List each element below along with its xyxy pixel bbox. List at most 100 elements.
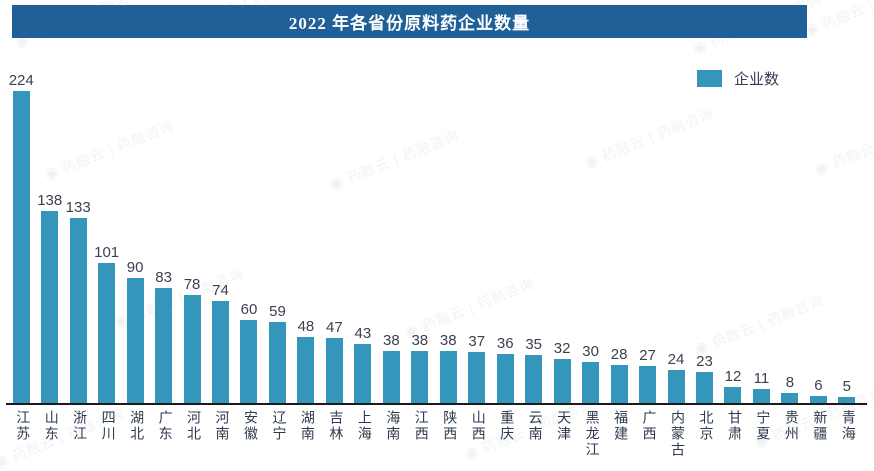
category-label: 上海 (355, 410, 371, 442)
category-label: 安徽 (241, 410, 257, 442)
category-label-cell: 新疆 (804, 410, 832, 458)
bar-column-甘肃: 12 (719, 369, 747, 404)
bar (781, 393, 799, 404)
bar-value-label: 133 (65, 199, 91, 216)
bar-value-label: 138 (37, 192, 63, 209)
category-label-cell: 河南 (206, 410, 234, 458)
category-label: 新疆 (811, 410, 827, 442)
bar-column-宁夏: 11 (747, 371, 775, 404)
category-label: 湖北 (128, 410, 144, 442)
bar-value-label: 36 (496, 335, 514, 352)
bar-column-浙江: 133 (64, 200, 92, 404)
category-label: 河南 (213, 410, 229, 442)
bar-column-云南: 35 (519, 337, 547, 404)
category-label-cell: 江苏 (7, 410, 35, 458)
bar (582, 362, 600, 404)
bar (610, 365, 628, 404)
bar-value-label: 5 (842, 378, 851, 395)
category-label: 陕西 (441, 410, 457, 442)
category-label: 甘肃 (725, 410, 741, 442)
bar-column-新疆: 6 (804, 378, 832, 404)
bar (98, 263, 116, 404)
bar (553, 359, 571, 404)
bar (12, 91, 30, 404)
bar-value-label: 60 (240, 301, 258, 318)
bar-value-label: 90 (126, 259, 144, 276)
bar (183, 295, 201, 404)
x-axis-line (6, 403, 867, 405)
category-label: 吉林 (327, 410, 343, 442)
category-label-cell: 辽宁 (263, 410, 291, 458)
category-label-cell: 广东 (149, 410, 177, 458)
category-label: 黑龙江 (583, 410, 599, 458)
category-label: 辽宁 (270, 410, 286, 442)
bar-column-青海: 5 (833, 379, 861, 404)
category-label: 北京 (697, 410, 713, 442)
category-label: 河北 (185, 410, 201, 442)
bar-value-label: 12 (724, 368, 742, 385)
bar (439, 351, 457, 404)
bar-value-label: 8 (785, 374, 795, 391)
bar (724, 387, 742, 404)
bar-value-label: 30 (582, 343, 599, 360)
bar-column-河南: 74 (206, 283, 234, 404)
bar (297, 337, 315, 404)
bar-column-江苏: 224 (7, 73, 35, 404)
bar-value-label: 24 (667, 351, 685, 368)
category-label: 广东 (156, 410, 172, 442)
bars-area: 224 138 133 101 90 83 78 74 60 59 48 47 43 38 38 38 37 36… (7, 60, 861, 404)
category-label: 贵州 (782, 410, 798, 442)
category-label: 内蒙古 (669, 410, 685, 458)
bar-column-江西: 38 (406, 333, 434, 404)
bar (240, 320, 258, 404)
bar-value-label: 59 (269, 303, 286, 320)
bar (838, 397, 856, 404)
bar-value-label: 38 (411, 332, 429, 349)
bar-value-label: 74 (212, 282, 229, 299)
bar-column-重庆: 36 (491, 336, 519, 404)
bar-column-广西: 27 (633, 348, 661, 404)
legend-label: 企业数 (734, 72, 780, 88)
bar-column-上海: 43 (349, 326, 377, 404)
bar-column-内蒙古: 24 (662, 352, 690, 404)
bar-column-黑龙江: 30 (576, 344, 604, 404)
bar-column-吉林: 47 (320, 320, 348, 404)
bar-column-湖南: 48 (292, 319, 320, 404)
category-label-cell: 浙江 (64, 410, 92, 458)
category-label-cell: 湖北 (121, 410, 149, 458)
bar-column-山东: 138 (35, 193, 63, 404)
category-label: 湖南 (298, 410, 314, 442)
bar-value-label: 6 (814, 377, 823, 394)
watermark: ◉药融云 | 药融咨询 (802, 0, 874, 41)
bar-column-河北: 78 (178, 277, 206, 404)
bar (809, 396, 827, 404)
category-label-cell: 宁夏 (747, 410, 775, 458)
category-label: 江苏 (14, 410, 30, 442)
legend: 企业数 (697, 68, 779, 89)
category-label: 天津 (555, 410, 571, 442)
bar (354, 344, 372, 404)
bar-value-label: 37 (468, 333, 486, 350)
category-label-cell: 甘肃 (719, 410, 747, 458)
bar-column-天津: 32 (548, 341, 576, 404)
chart-title-banner: 2022 年各省份原料药企业数量 (12, 5, 807, 38)
category-label-cell: 安徽 (235, 410, 263, 458)
bar-column-湖北: 90 (121, 260, 149, 404)
bar (496, 354, 514, 404)
category-label: 福建 (612, 410, 628, 442)
category-label-cell: 山西 (463, 410, 491, 458)
category-label: 江西 (412, 410, 428, 442)
bar-column-山西: 37 (463, 334, 491, 404)
bar-value-label: 47 (326, 319, 343, 336)
category-label-cell: 天津 (548, 410, 576, 458)
bar (411, 351, 429, 404)
category-label-cell: 青海 (833, 410, 861, 458)
chart-title: 2022 年各省份原料药企业数量 (288, 14, 531, 33)
bar-column-广东: 83 (149, 270, 177, 404)
bar-column-辽宁: 59 (263, 304, 291, 404)
category-label: 浙江 (71, 410, 87, 442)
bar (695, 372, 713, 404)
bar-column-北京: 23 (690, 354, 718, 404)
category-label: 重庆 (498, 410, 514, 442)
